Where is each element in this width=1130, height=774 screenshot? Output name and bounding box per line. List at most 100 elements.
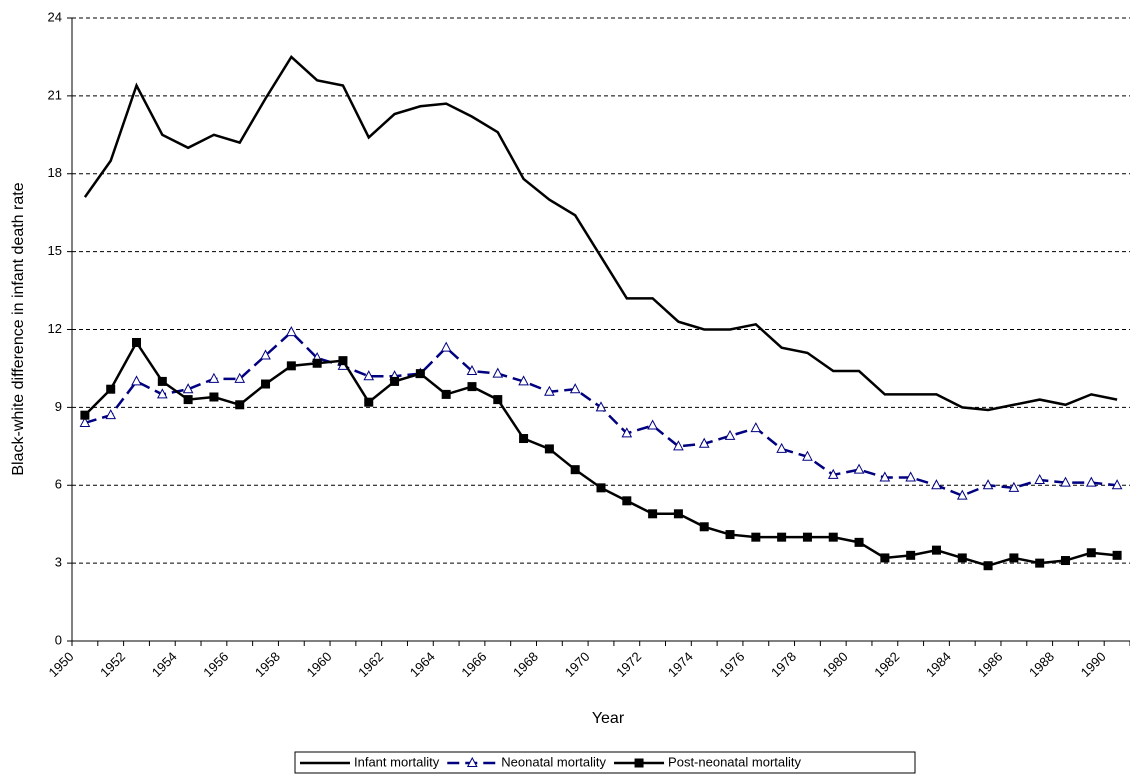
marker [182,383,194,394]
legend-marker [466,756,478,767]
marker [802,532,812,542]
marker [157,376,167,386]
legend-marker [634,758,644,768]
marker [79,416,91,427]
y-tick-label: 12 [48,321,62,336]
marker [827,468,839,479]
marker [724,429,736,440]
x-tick-label: 1978 [768,649,799,680]
y-tick-label: 21 [48,87,62,102]
marker [492,367,504,378]
marker [879,471,891,482]
x-tick-label: 1966 [458,649,489,680]
marker [596,483,606,493]
marker [364,397,374,407]
marker [208,372,220,383]
x-tick-label: 1980 [820,649,851,680]
marker [441,389,451,399]
legend: Infant mortality Neonatal mortality Post-n… [294,751,916,774]
marker [105,409,117,420]
marker [725,530,735,540]
marker [131,375,142,386]
y-tick-label: 9 [55,399,62,414]
x-tick-label: 1990 [1078,649,1109,680]
marker [390,376,400,386]
x-tick-label: 1958 [252,649,283,680]
y-tick-label: 0 [55,632,62,647]
marker [286,361,296,371]
marker [621,427,633,438]
marker [673,440,684,451]
series-line [84,330,1118,497]
legend-label: Neonatal mortality [501,754,606,769]
marker [751,532,761,542]
marker [853,463,865,474]
y-tick-label: 6 [55,477,62,492]
marker [931,479,942,490]
legend-label: Post-neonatal mortality [668,754,801,769]
marker [595,401,607,412]
x-tick-label: 1976 [716,649,747,680]
marker [466,364,478,376]
marker [931,545,941,555]
marker [956,489,968,500]
marker [363,370,375,381]
marker [234,372,246,383]
legend-label: Infant mortality [354,754,440,769]
x-tick-label: 1964 [407,649,438,680]
marker [415,369,425,379]
y-tick-label: 18 [48,165,62,180]
x-tick-label: 1982 [871,649,902,680]
marker [1035,558,1045,568]
marker [544,444,554,454]
marker [1060,476,1071,487]
marker [544,385,555,396]
marker [312,358,322,368]
x-tick-label: 1956 [200,649,231,680]
x-tick-label: 1972 [613,649,644,680]
marker [673,509,683,519]
marker [1008,481,1020,492]
x-tick-label: 1968 [510,649,541,680]
x-tick-label: 1970 [562,649,593,680]
marker [209,392,219,402]
x-tick-label: 1986 [974,649,1005,680]
x-axis-title: Year [592,710,625,727]
marker [647,419,658,430]
marker [905,471,916,482]
marker [854,537,864,547]
marker [467,382,477,392]
marker [518,375,529,386]
y-tick-label: 24 [48,9,62,24]
y-tick-label: 15 [48,243,62,258]
x-tick-label: 1950 [45,649,76,680]
x-tick-label: 1960 [304,649,335,680]
marker [1034,473,1046,485]
marker [982,479,994,490]
marker [260,349,271,360]
marker [493,395,503,405]
marker [235,400,245,410]
marker [1111,479,1123,490]
marker [183,395,193,405]
marker [957,553,967,563]
marker [698,437,710,448]
marker [648,509,658,519]
y-tick-label: 3 [55,555,62,570]
marker [80,410,90,420]
x-tick-label: 1962 [355,649,386,680]
marker [106,384,116,394]
marker [1009,553,1019,563]
marker [261,379,271,389]
marker [776,442,787,453]
marker [750,422,762,433]
marker [570,465,580,475]
marker [983,561,993,571]
x-tick-label: 1984 [923,649,954,680]
marker [519,434,529,444]
marker [440,341,452,352]
marker [1085,476,1097,487]
marker [828,532,838,542]
marker [1060,556,1070,566]
